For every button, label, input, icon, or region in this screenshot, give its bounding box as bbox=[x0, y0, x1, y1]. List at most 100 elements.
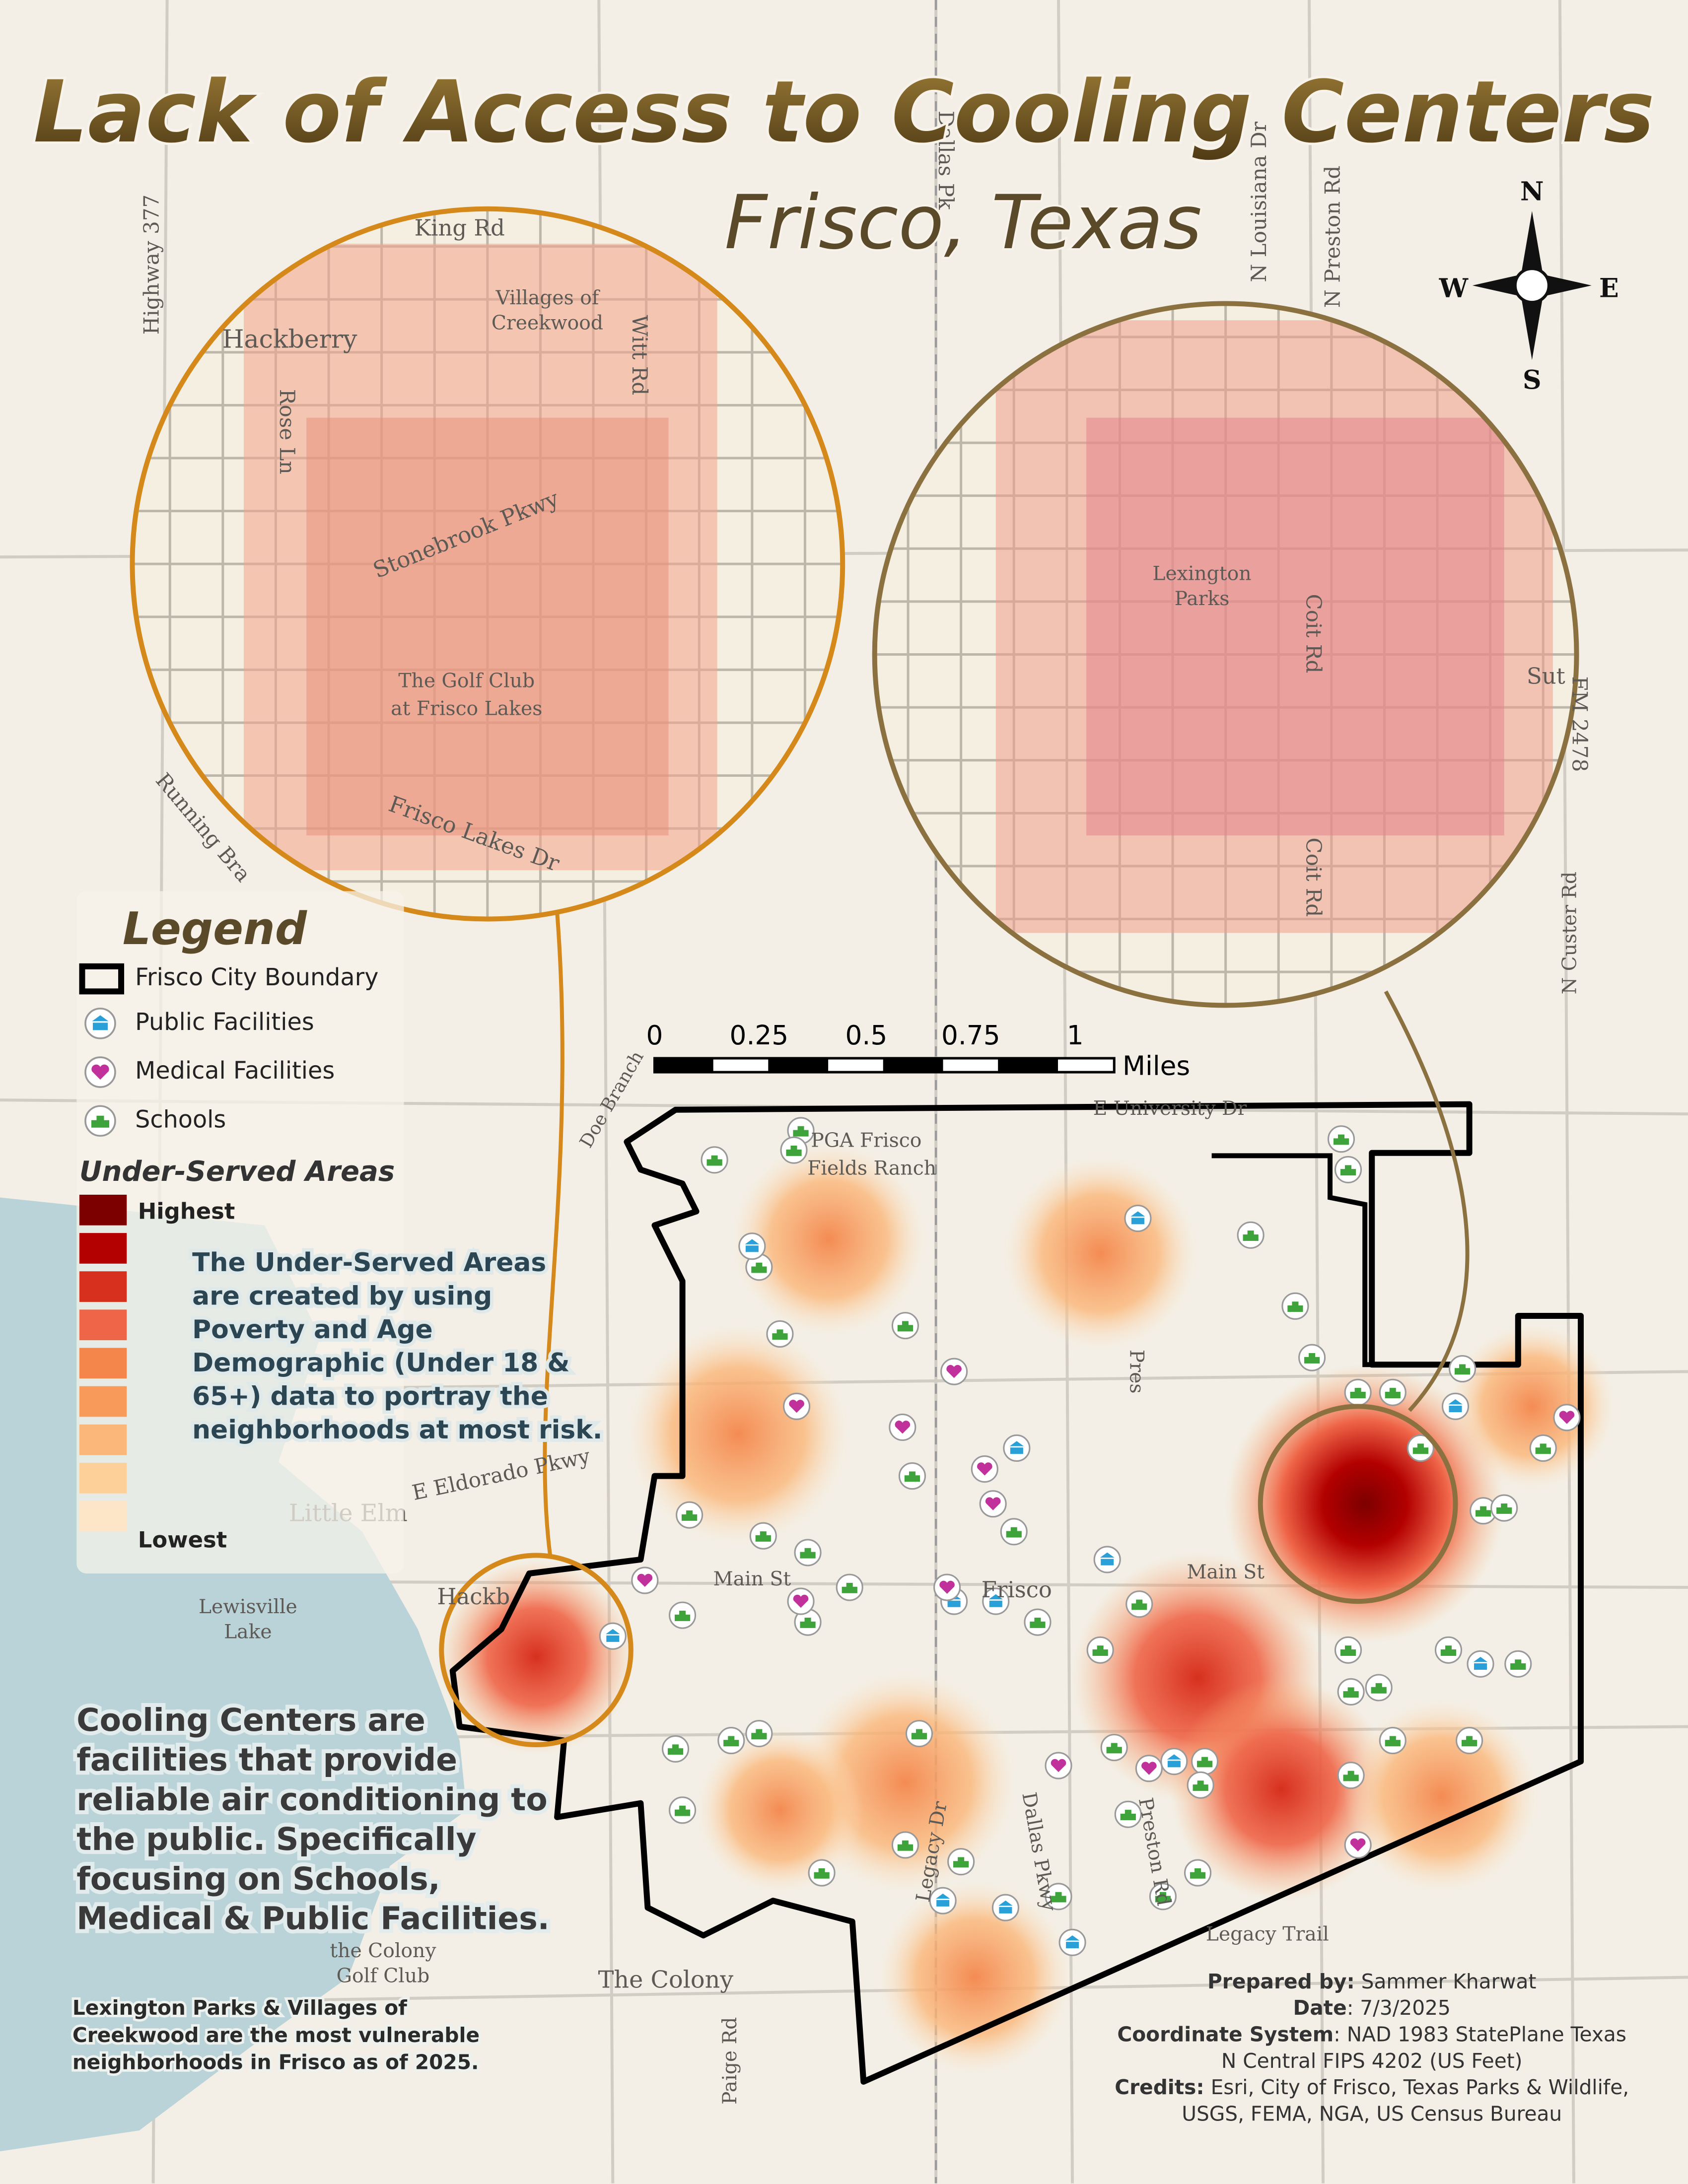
school-icon bbox=[1298, 1344, 1326, 1371]
icon-school bbox=[1190, 1868, 1206, 1879]
scale-tick: 1 bbox=[1067, 1020, 1084, 1051]
zoom-circle bbox=[872, 301, 1579, 1008]
medical-facility-icon bbox=[979, 1490, 1007, 1518]
zoom-under-served bbox=[1086, 417, 1504, 836]
credit-text: Esri, City of Frisco, Texas Parks & Wild… bbox=[1204, 2075, 1629, 2099]
public-facility-icon bbox=[1124, 1205, 1152, 1232]
credit-line: N Central FIPS 4202 (US Feet) bbox=[1221, 2049, 1523, 2073]
map-label: Witt Rd bbox=[628, 315, 652, 395]
map-label: Main St bbox=[713, 1568, 791, 1590]
cooling-note: focusing on Schools, bbox=[76, 1860, 440, 1897]
medical-facility-icon bbox=[783, 1392, 811, 1420]
icon-school bbox=[800, 1548, 816, 1559]
icon-heart bbox=[91, 1064, 109, 1080]
school-icon bbox=[1379, 1727, 1407, 1755]
zoom-connector bbox=[543, 912, 564, 1556]
medical-facility-icon bbox=[889, 1413, 916, 1441]
school-icon bbox=[669, 1796, 697, 1824]
icon-school bbox=[1461, 1736, 1477, 1747]
cooling-note: Medical & Public Facilities. bbox=[76, 1900, 549, 1937]
subtitle: Frisco, Texas bbox=[724, 180, 1202, 266]
school-icon bbox=[1365, 1674, 1393, 1702]
icon-school bbox=[751, 1262, 767, 1273]
icon-school bbox=[897, 1840, 914, 1851]
school-icon bbox=[1344, 1378, 1372, 1406]
road bbox=[1558, 0, 1575, 2184]
school-icon bbox=[1000, 1518, 1028, 1546]
under-served-area bbox=[1225, 1365, 1504, 1643]
icon-school bbox=[1340, 1645, 1356, 1656]
icon-building bbox=[745, 1239, 760, 1252]
icon-heart bbox=[1559, 1411, 1575, 1424]
icon-heart bbox=[1350, 1838, 1366, 1851]
map-label: Lewisville bbox=[199, 1596, 297, 1618]
school-icon bbox=[1504, 1650, 1532, 1678]
school-icon bbox=[1448, 1355, 1477, 1383]
icon-school bbox=[1412, 1443, 1428, 1454]
under-served-area bbox=[877, 1880, 1073, 2075]
legend-note: 65+) data to portray the bbox=[192, 1382, 548, 1412]
credit-line: USGS, FEMA, NGA, US Census Bureau bbox=[1182, 2102, 1562, 2125]
icon-school bbox=[1092, 1645, 1108, 1656]
icon-school bbox=[800, 1618, 816, 1628]
icon-school bbox=[1304, 1353, 1320, 1364]
ramp-swatch bbox=[79, 1386, 127, 1417]
medical-facility-icon bbox=[84, 1056, 116, 1088]
map-label: Sut bbox=[1527, 663, 1565, 689]
icon-school bbox=[1350, 1388, 1366, 1398]
scale-unit: Miles bbox=[1123, 1051, 1190, 1082]
school-icon bbox=[808, 1859, 836, 1887]
map-label: Coit Rd bbox=[1302, 837, 1326, 917]
zoom-circle bbox=[130, 206, 845, 922]
icon-school bbox=[772, 1329, 788, 1340]
legend-item: Schools bbox=[135, 1106, 226, 1133]
school-icon bbox=[1334, 1636, 1362, 1664]
legend-note: neighborhoods at most risk. bbox=[192, 1415, 602, 1445]
icon-school bbox=[793, 1126, 809, 1137]
ramp-high: Highest bbox=[138, 1198, 235, 1224]
credit-label: Credits: bbox=[1115, 2075, 1204, 2099]
icon-school bbox=[1496, 1503, 1512, 1514]
credit-label: Coordinate System bbox=[1117, 2023, 1334, 2047]
icon-heart bbox=[977, 1462, 992, 1476]
credit-text: : 7/3/2025 bbox=[1347, 1996, 1451, 2020]
icon-building bbox=[1167, 1754, 1182, 1768]
school-icon bbox=[1100, 1734, 1128, 1762]
school-icon bbox=[717, 1727, 745, 1755]
map-label: E University Dr bbox=[1093, 1097, 1247, 1120]
icon-school bbox=[755, 1531, 771, 1542]
school-icon bbox=[745, 1720, 773, 1748]
map-label: PGA Frisco bbox=[811, 1129, 921, 1152]
icon-school bbox=[1051, 1892, 1066, 1903]
compass-s: S bbox=[1523, 365, 1542, 396]
icon-school bbox=[667, 1744, 684, 1755]
map-label: Fields Ranch bbox=[807, 1157, 936, 1179]
icon-school bbox=[1340, 1165, 1356, 1176]
icon-building bbox=[92, 1015, 109, 1030]
icon-school bbox=[911, 1729, 927, 1740]
public-facility-icon bbox=[929, 1887, 957, 1914]
legend-boundary-swatch bbox=[79, 963, 125, 995]
medical-facility-icon bbox=[787, 1587, 815, 1615]
school-icon bbox=[1434, 1636, 1463, 1664]
school-icon bbox=[780, 1136, 808, 1164]
scale-segment bbox=[940, 1057, 1001, 1074]
credit-label: Date bbox=[1293, 1996, 1346, 2020]
map-label: Frisco bbox=[982, 1576, 1052, 1603]
medical-facility-icon bbox=[933, 1573, 961, 1601]
icon-school bbox=[1106, 1743, 1122, 1754]
public-facility-icon bbox=[1058, 1928, 1086, 1956]
school-icon bbox=[1184, 1859, 1212, 1887]
map-label: Golf Club bbox=[337, 1965, 430, 1987]
icon-heart bbox=[985, 1497, 1001, 1510]
school-icon bbox=[662, 1735, 690, 1763]
scale-tick: 0 bbox=[646, 1020, 663, 1051]
school-icon bbox=[1337, 1678, 1365, 1706]
school-icon bbox=[1149, 1883, 1177, 1911]
icon-building bbox=[1100, 1552, 1115, 1566]
credit-text: : NAD 1983 StatePlane Texas bbox=[1334, 2023, 1626, 2047]
legend-panel bbox=[76, 891, 404, 1573]
medical-facility-icon bbox=[971, 1455, 998, 1483]
icon-building bbox=[606, 1629, 620, 1642]
